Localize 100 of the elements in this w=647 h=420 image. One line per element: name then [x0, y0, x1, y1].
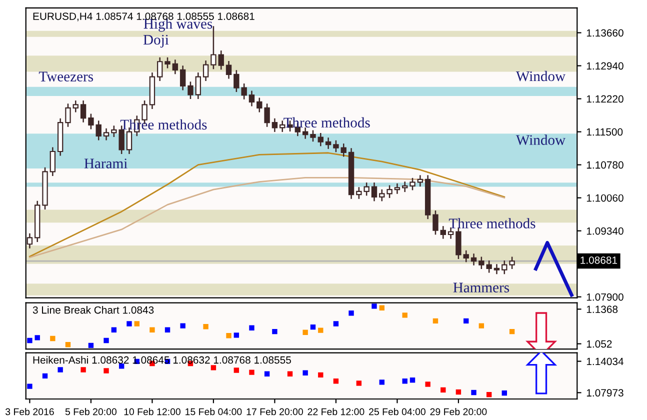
point [502, 390, 507, 396]
point [272, 328, 278, 334]
point [432, 318, 438, 324]
annotation: Window [516, 70, 566, 82]
point [34, 335, 40, 340]
y-tick-label: 1.12220 [586, 95, 624, 103]
point [509, 328, 515, 334]
candlestick [432, 210, 438, 235]
point [379, 305, 384, 310]
annotation: Three methods [448, 218, 536, 228]
point [111, 327, 117, 332]
ref-line-label: 1.08681 [580, 256, 618, 264]
point [104, 368, 109, 374]
point [333, 378, 339, 384]
x-tick-label: 10 Feb 12:00 [124, 408, 180, 416]
point [27, 338, 32, 344]
candlestick [188, 82, 194, 99]
point [333, 321, 339, 326]
candlestick [379, 189, 385, 202]
candlestick [172, 60, 178, 74]
chart-title: Heiken-Ashi 1.08632 1.08645 1.08632 1.08768 1.08555 [33, 356, 291, 364]
point [118, 364, 124, 369]
candlestick [264, 104, 270, 127]
candlestick [180, 66, 186, 90]
annotation: Window [516, 134, 566, 146]
candlestick [88, 114, 94, 130]
point [88, 342, 94, 348]
point [486, 392, 492, 398]
x-tick-label: 3 Feb 2016 [5, 408, 54, 416]
point [318, 372, 324, 378]
candlestick [310, 130, 316, 142]
y-tick-label: 1.14034 [586, 358, 624, 366]
point [210, 365, 216, 370]
candlestick [456, 227, 462, 259]
candlestick [80, 100, 86, 122]
candlestick [202, 60, 209, 82]
candlestick [494, 264, 500, 274]
point [302, 370, 308, 376]
candlestick [448, 227, 454, 239]
candlestick [210, 26, 216, 70]
point [478, 323, 484, 328]
candlestick [96, 120, 102, 140]
point [180, 323, 186, 328]
annotation: Hammers [453, 282, 510, 292]
candlestick [417, 175, 424, 187]
point [50, 336, 56, 342]
point [425, 382, 430, 387]
point [80, 367, 86, 372]
candlestick [340, 144, 346, 157]
annotation: Harami [84, 158, 128, 168]
candlestick [302, 127, 308, 139]
point [410, 377, 416, 383]
candlestick [218, 50, 224, 70]
point [471, 390, 476, 396]
y-tick-label: 1.12940 [586, 62, 624, 70]
point [379, 380, 384, 385]
annotation: Doji [143, 34, 169, 48]
candlestick [248, 90, 255, 106]
x-tick-label: 25 Feb 04:00 [369, 408, 426, 416]
point [203, 324, 208, 330]
candlestick [502, 260, 508, 274]
y-tick-label: 1.10060 [586, 194, 624, 202]
point [249, 325, 254, 330]
y-tick-label: 1.07900 [586, 293, 624, 301]
point [126, 321, 132, 326]
candlestick [410, 178, 416, 190]
y-tick-label: 1.052 [586, 340, 612, 348]
candlestick [325, 138, 332, 149]
x-tick-label: 15 Feb 04:00 [186, 408, 242, 416]
point [58, 367, 63, 372]
point [310, 324, 316, 330]
point [249, 370, 254, 375]
candlestick [318, 132, 324, 146]
candlestick [157, 57, 163, 82]
chart-title: 3 Line Break Chart 1.0843 [32, 306, 154, 314]
point [27, 384, 32, 389]
point [226, 333, 232, 338]
point [134, 321, 140, 326]
candlestick [65, 104, 71, 127]
x-tick-label: 17 Feb 20:00 [246, 408, 303, 416]
candlestick [509, 256, 515, 270]
x-tick-label: 5 Feb 20:00 [65, 408, 117, 416]
point [402, 312, 408, 318]
point [356, 380, 362, 386]
y-tick-label: 1.09340 [586, 227, 624, 235]
candlestick [333, 140, 339, 152]
point [65, 342, 71, 348]
y-tick-label: 1.13660 [586, 29, 624, 37]
point [440, 387, 446, 393]
candlestick [50, 147, 56, 176]
y-tick-label: 1.11500 [586, 128, 623, 136]
candlestick [103, 128, 110, 140]
point [302, 330, 308, 335]
point [164, 327, 170, 332]
candlestick [463, 250, 469, 262]
candlestick [402, 182, 408, 192]
candlestick [470, 254, 477, 266]
candlestick [280, 120, 286, 132]
candlestick [195, 72, 201, 99]
y-tick-label: 1.10780 [586, 161, 624, 169]
